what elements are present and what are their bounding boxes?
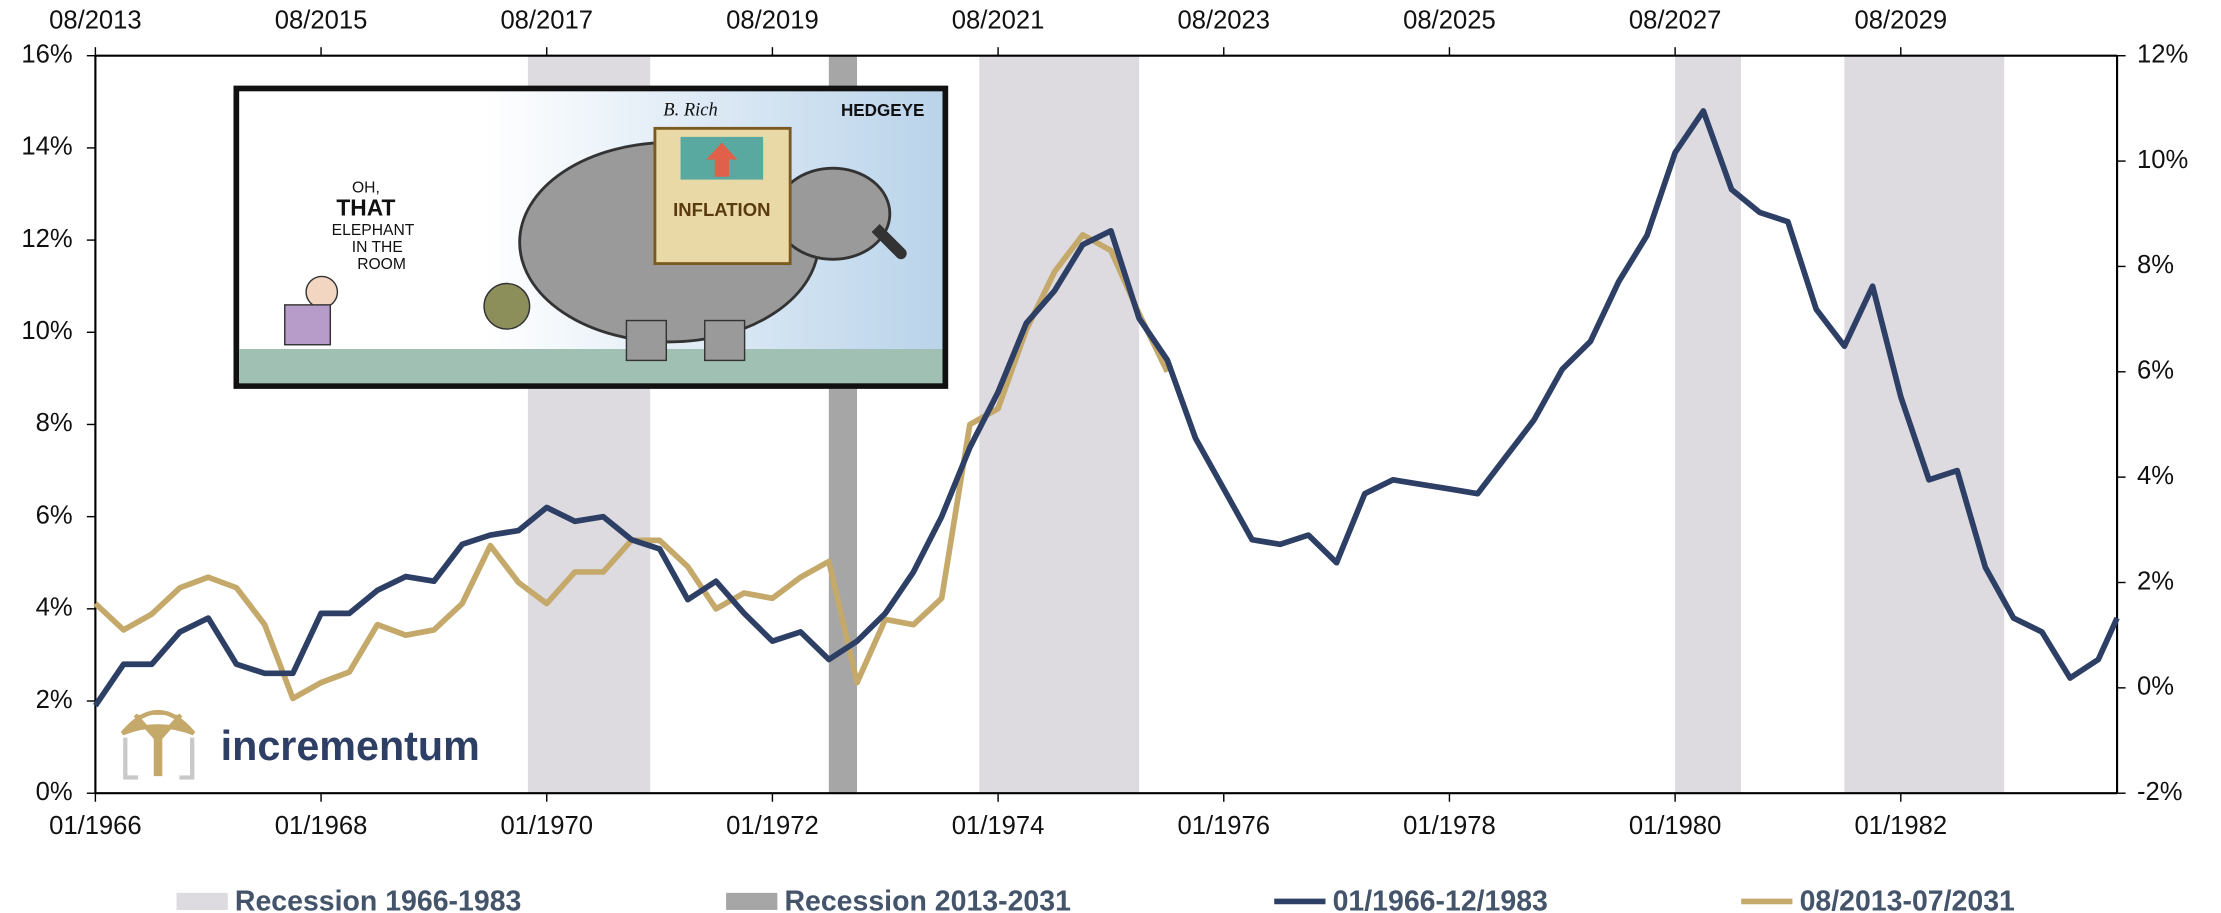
y-tick-label: 12%	[21, 225, 72, 253]
cartoon-brand: HEDGEYE	[841, 101, 925, 120]
elephant-leg	[625, 319, 668, 362]
x-tick-label: 01/1966	[49, 812, 142, 840]
man-body	[284, 304, 332, 346]
x2-tick-label: 08/2017	[500, 6, 593, 34]
cartoon: INFLATION B. Rich HEDGEYE OH, THAT ELEPH…	[233, 85, 949, 389]
y-tick-label: 10%	[21, 317, 72, 345]
y2-tick-label: 8%	[2137, 251, 2174, 279]
x-tick-label: 01/1978	[1403, 812, 1496, 840]
logo-trunk	[153, 733, 163, 777]
legend-label: 08/2013-07/2031	[1800, 885, 2015, 913]
plot: 01/1966 01/1968 01/1970 01/1972 01/1974 01/19…	[21, 6, 2188, 840]
y-tick-label: 4%	[36, 594, 73, 622]
cartoon-floor	[239, 349, 943, 384]
cartoon-caption: ROOM	[357, 256, 406, 273]
x2-tick-label: 08/2019	[726, 6, 819, 34]
legend-label: Recession 1966-1983	[235, 885, 521, 913]
y-tick-label: 14%	[21, 133, 72, 161]
x-tick-label: 01/1980	[1629, 812, 1722, 840]
legend-swatch	[726, 892, 778, 910]
ostrich	[483, 282, 531, 330]
x2-tick-label: 08/2015	[275, 6, 368, 34]
series-line	[93, 108, 2120, 708]
logo-crown	[120, 709, 196, 744]
elephant-head	[774, 166, 892, 261]
cartoon-caption: IN THE	[352, 239, 403, 256]
recession-band	[979, 55, 1140, 794]
recession-bands	[527, 55, 2005, 794]
x-tick-label: 01/1982	[1855, 812, 1948, 840]
logo: incrementum	[120, 709, 480, 780]
y2-tick-label: 0%	[2137, 673, 2174, 701]
x-tick-label: 01/1974	[952, 812, 1045, 840]
legend-label: 01/1966-12/1983	[1333, 885, 1548, 913]
cartoon-signature: B. Rich	[663, 100, 717, 120]
y2-tick-label: 2%	[2137, 567, 2174, 595]
x-tick-label: 01/1972	[726, 812, 819, 840]
y-tick-label: 2%	[36, 686, 73, 714]
y2-tick-label: 6%	[2137, 357, 2174, 385]
y-tick-label: 8%	[36, 409, 73, 437]
x2-tick-label: 08/2021	[952, 6, 1045, 34]
y-tick-label: 16%	[21, 40, 72, 68]
cartoon-caption: ELEPHANT	[332, 222, 415, 239]
y2-tick-label: 10%	[2137, 146, 2188, 174]
logo-text: incrementum	[221, 723, 480, 769]
legend: Recession 1966-1983 Recession 2013-2031 01…	[176, 885, 2015, 913]
y2-tick-label: 12%	[2137, 40, 2188, 68]
y2-tick-label: -2%	[2137, 778, 2183, 806]
up-arrow	[706, 142, 738, 177]
x2-tick-label: 08/2025	[1403, 6, 1496, 34]
legend-swatch	[176, 892, 228, 910]
cartoon-caption: THAT	[336, 195, 395, 221]
elephant-trunk	[871, 223, 907, 260]
recession-band	[1844, 55, 2005, 794]
y-tick-label: 0%	[36, 778, 73, 806]
cartoon-caption: OH,	[352, 179, 380, 196]
y2-tick-label: 4%	[2137, 462, 2174, 490]
x-tick-label: 01/1970	[500, 812, 593, 840]
x-tick-label: 01/1968	[275, 812, 368, 840]
legend-label: Recession 2013-2031	[784, 885, 1071, 913]
recession-band	[1675, 55, 1741, 794]
x2-tick-label: 08/2023	[1177, 6, 1270, 34]
man-head	[305, 275, 339, 309]
logo-bracket	[123, 737, 195, 780]
elephant-leg	[704, 319, 746, 362]
x2-tick-label: 08/2013	[49, 6, 142, 34]
x2-tick-label: 08/2029	[1855, 6, 1948, 34]
x-tick-label: 01/1976	[1177, 812, 1270, 840]
y-tick-label: 6%	[36, 501, 73, 529]
x2-tick-label: 08/2027	[1629, 6, 1722, 34]
cartoon-banner: INFLATION	[673, 199, 770, 220]
